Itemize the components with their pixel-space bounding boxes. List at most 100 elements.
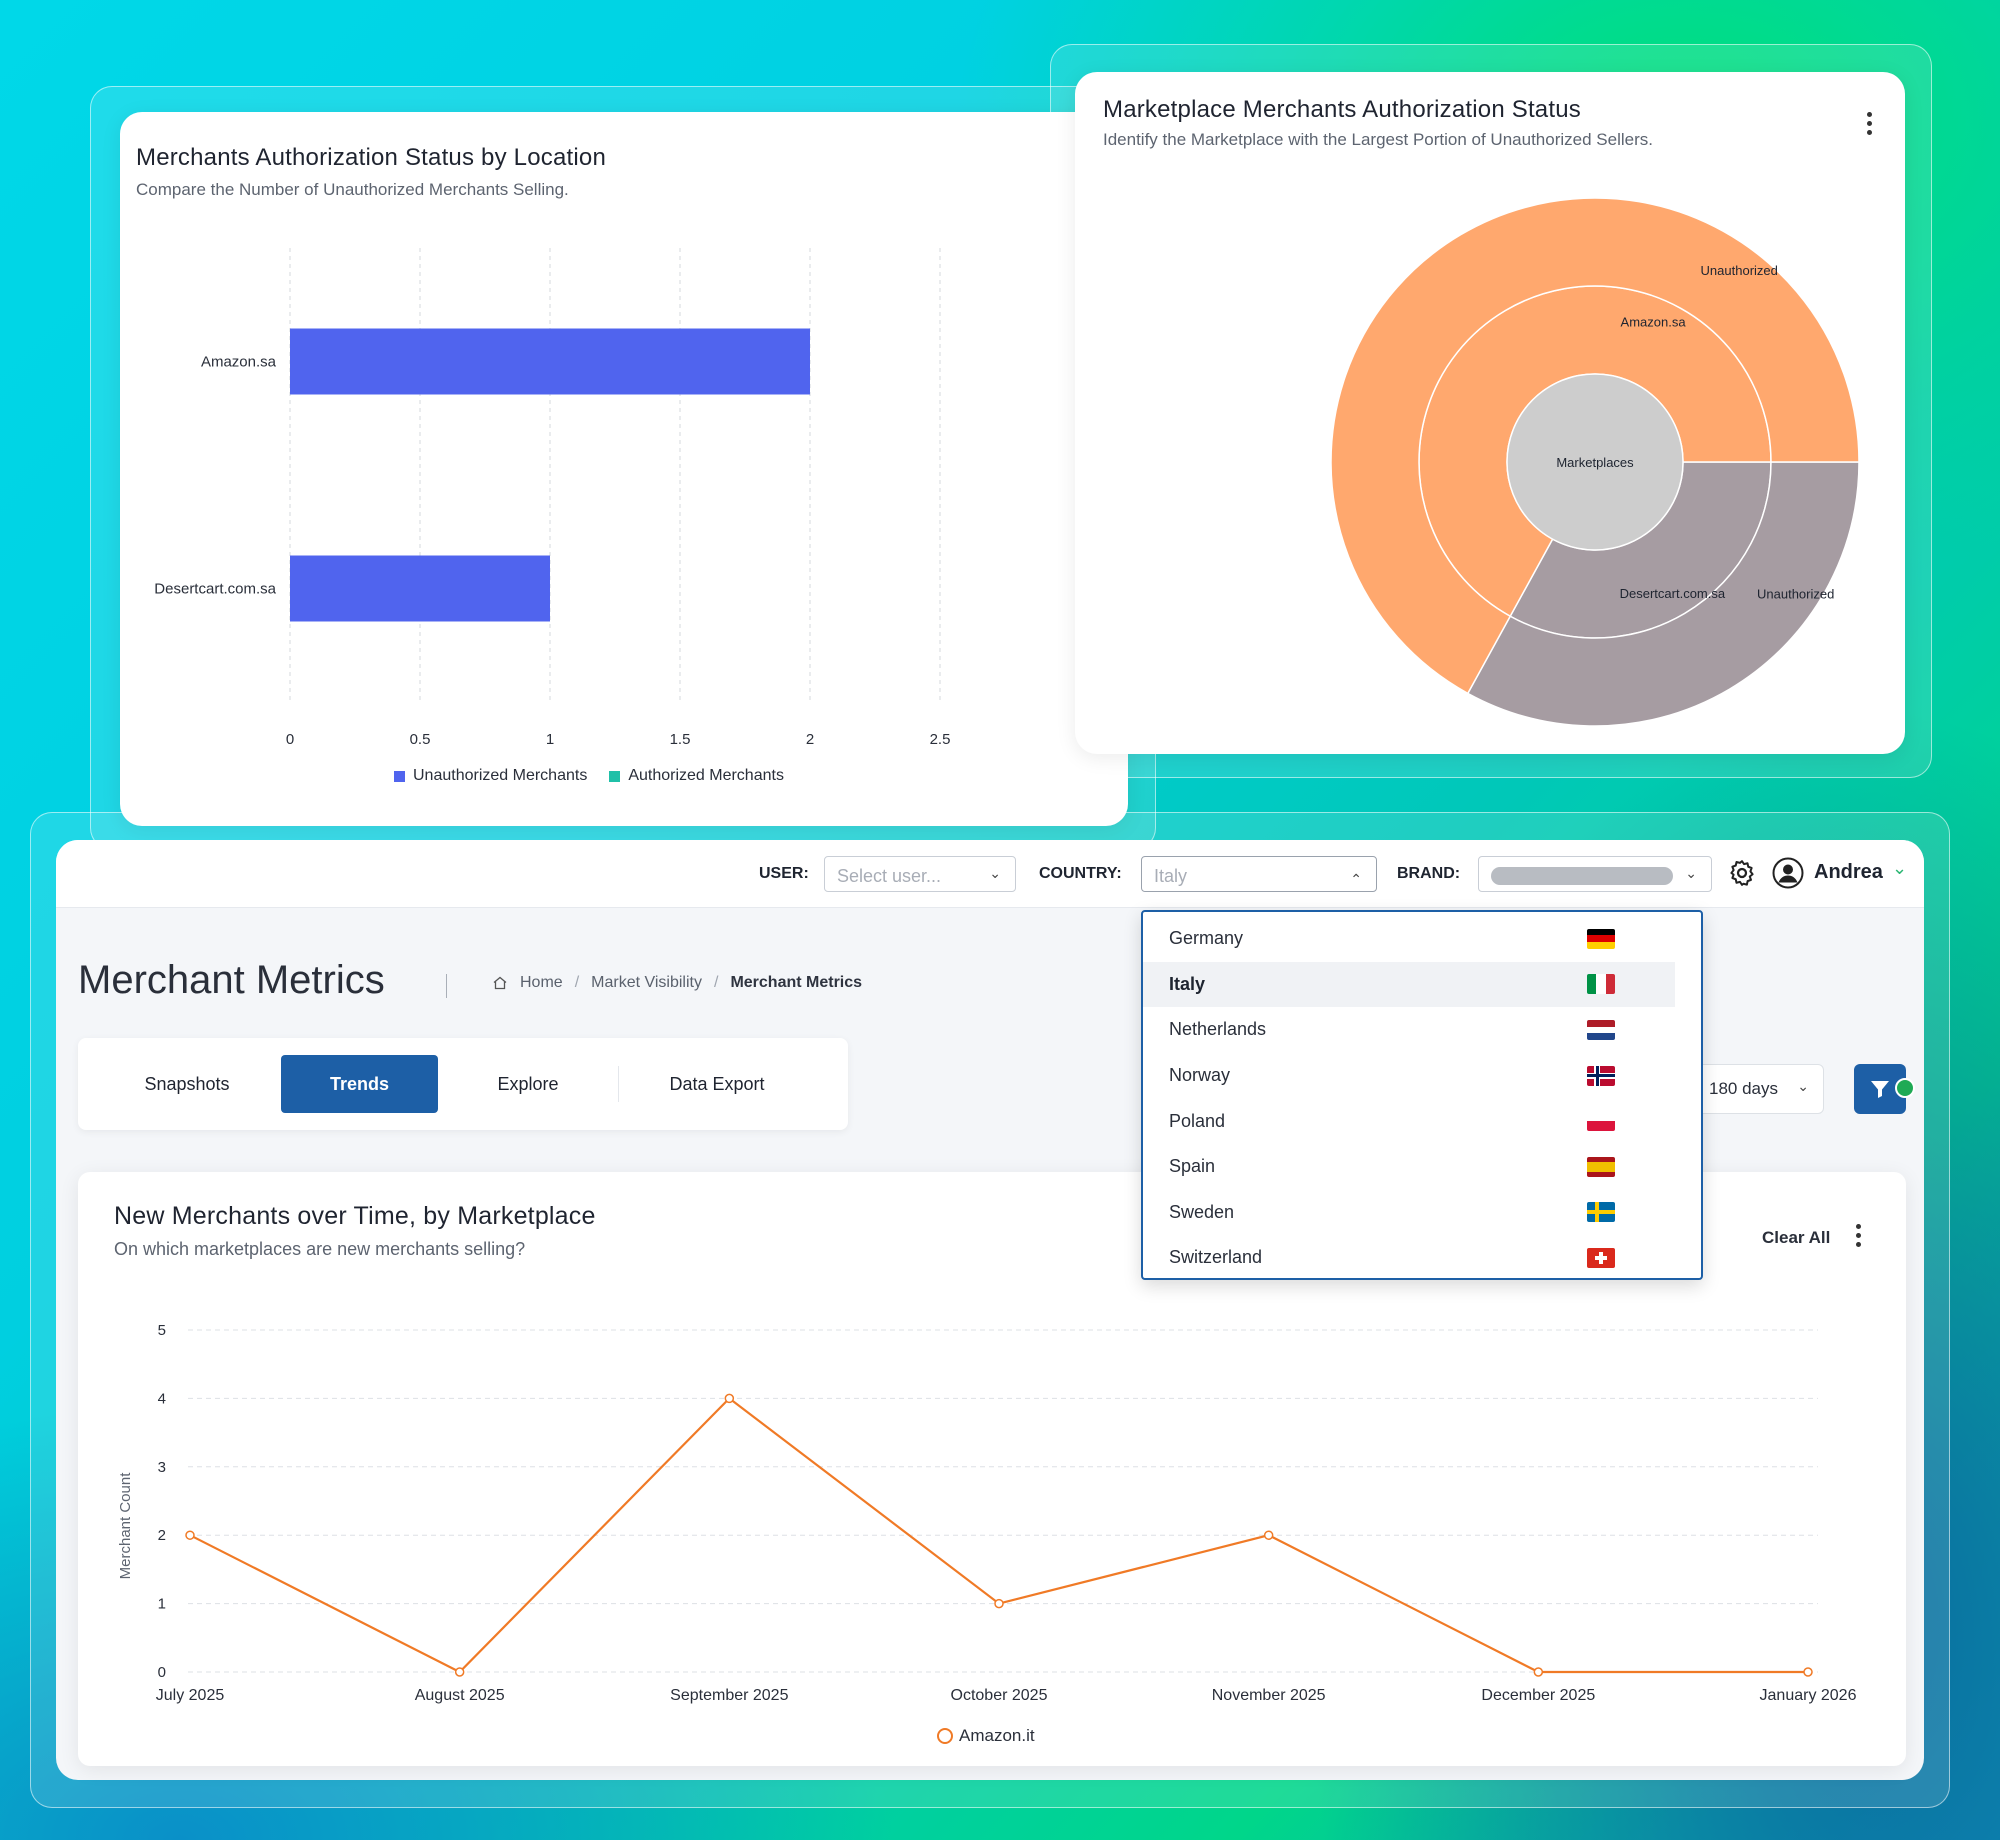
sunburst-label: Amazon.sa [1621,315,1687,330]
sunburst-label: Desertcart.com.sa [1620,586,1726,601]
card-subtitle: Identify the Marketplace with the Larges… [1103,130,1653,149]
chevron-down-icon: ⌄ [1685,865,1697,881]
data-point[interactable] [454,1667,465,1677]
legend-authorized[interactable]: Authorized Merchants [609,767,784,785]
bar[interactable] [290,328,810,395]
title-divider [446,974,447,998]
data-point[interactable] [185,1530,195,1540]
x-tick-label: October 2025 [951,1687,1048,1704]
username[interactable]: Andrea [1814,861,1883,883]
bar[interactable] [290,555,550,622]
legend-series-name[interactable]: Amazon.it [959,1726,1035,1745]
country-option-italy[interactable]: Italy [1143,961,1675,1008]
breadcrumb-market-visibility[interactable]: Market Visibility [591,974,702,991]
tab-data-export[interactable]: Data Export [669,1073,765,1094]
sunburst-label: Unauthorized [1757,587,1834,602]
card-title: Merchants Authorization Status by Locati… [136,144,607,171]
country-select[interactable]: Italy ⌃ [1141,856,1377,892]
sunburst-label: Marketplaces [1556,455,1634,470]
breadcrumb-current: Merchant Metrics [730,974,863,991]
country-option-sweden[interactable]: Sweden [1143,1190,1675,1236]
sunburst-label: Unauthorized [1701,263,1778,278]
country-option-label: Sweden [1169,1201,1235,1222]
x-tick-label: 1 [546,731,554,748]
flag-icon [1587,974,1615,995]
x-tick-label: 2.5 [930,731,951,748]
y-axis-label: Merchant Count [117,1472,134,1580]
sunburst-segment[interactable] [1466,461,1860,727]
marketplace-status-card: Marketplace Merchants Authorization Stat… [1075,72,1905,754]
country-option-poland[interactable]: Poland [1143,1098,1675,1144]
more-options-icon[interactable] [1865,112,1873,135]
sunburst-root[interactable] [1506,373,1684,551]
flag-icon [1587,1156,1615,1177]
filter-button[interactable] [1854,1064,1915,1114]
country-option-netherlands[interactable]: Netherlands [1143,1007,1675,1053]
home-icon [493,976,507,990]
page-title: Merchant Metrics [78,958,385,1002]
x-tick-label: 0.5 [410,731,431,748]
clear-all-button[interactable]: Clear All [1762,1228,1831,1247]
country-dropdown: Germany Italy Netherlands Norway Poland Spain… [1141,910,1703,1280]
country-option-spain[interactable]: Spain [1143,1144,1675,1190]
card-title: Marketplace Merchants Authorization Stat… [1103,96,1581,123]
data-point[interactable] [724,1393,735,1404]
y-tick-label: 0 [158,1664,166,1681]
breadcrumb-home[interactable]: Home [520,974,563,991]
y-tick-label: 1 [158,1596,166,1613]
filter-icon [1871,1081,1889,1098]
tab-trends[interactable]: Trends [281,1055,438,1113]
country-option-label: Netherlands [1169,1019,1267,1040]
x-tick-label: 0 [286,731,294,748]
y-category-label: Desertcart.com.sa [154,581,276,598]
legend-swatch [394,770,405,782]
flag-icon [1587,1065,1615,1086]
country-option-label: Germany [1169,928,1244,949]
dashboard-window: USER: Select user... ⌄ COUNTRY: Italy ⌃ … [56,840,1924,1780]
y-tick-label: 4 [158,1390,166,1407]
legend-unauthorized[interactable]: Unauthorized Merchants [394,767,587,785]
x-tick-label: 1.5 [670,731,691,748]
data-point[interactable] [1803,1667,1813,1677]
x-tick-label: September 2025 [670,1687,788,1704]
country-option-label: Italy [1169,973,1206,994]
x-tick-label: July 2025 [156,1687,225,1704]
brand-redacted-bar [1491,867,1673,885]
data-point[interactable] [1263,1530,1274,1540]
tab-snapshots[interactable]: Snapshots [144,1073,230,1094]
chevron-down-icon: ⌄ [1797,1078,1809,1094]
flag-icon [1587,1202,1615,1223]
y-tick-label: 5 [158,1322,166,1339]
chevron-down-icon[interactable]: ⌄ [1892,858,1908,878]
top-bar: USER: Select user... ⌄ COUNTRY: Italy ⌃ … [56,840,1924,908]
sunburst-segment[interactable] [1330,197,1860,695]
bar-chart-svg: 0 0.5 1 1.5 2 2.5 Amazon.sa Desertcart.com.sa [154,248,951,748]
flag-icon [1587,1111,1615,1132]
more-options-icon[interactable] [1854,1224,1862,1247]
card-subtitle: Compare the Number of Unauthorized Merch… [136,180,569,199]
tab-explore[interactable]: Explore [497,1073,559,1094]
x-tick-label: 2 [806,731,814,748]
user-select[interactable]: Select user... ⌄ [824,856,1016,892]
user-label: USER: [759,865,809,882]
date-range-select[interactable]: 180 days ⌄ [1696,1064,1824,1114]
flag-icon [1587,1247,1615,1268]
user-avatar-icon[interactable] [1772,857,1804,889]
data-point[interactable] [1533,1667,1544,1677]
legend-marker [937,1728,953,1744]
brand-select[interactable]: ⌄ [1478,856,1712,892]
filter-active-dot [1895,1078,1915,1098]
country-label: COUNTRY: [1039,865,1122,882]
gear-icon[interactable] [1727,858,1757,888]
country-option-switzerland[interactable]: Switzerland [1143,1235,1675,1281]
country-option-norway[interactable]: Norway [1143,1053,1675,1099]
chevron-up-icon: ⌃ [1350,871,1362,887]
country-option-germany[interactable]: Germany [1143,916,1675,962]
y-category-label: Amazon.sa [201,354,277,371]
y-tick-label: 3 [158,1459,166,1476]
country-option-label: Norway [1169,1065,1231,1086]
country-option-label: Spain [1169,1156,1216,1177]
card-title: New Merchants over Time, by Marketplace [114,1202,596,1230]
x-tick-label: January 2026 [1760,1687,1857,1704]
data-point[interactable] [994,1598,1004,1609]
